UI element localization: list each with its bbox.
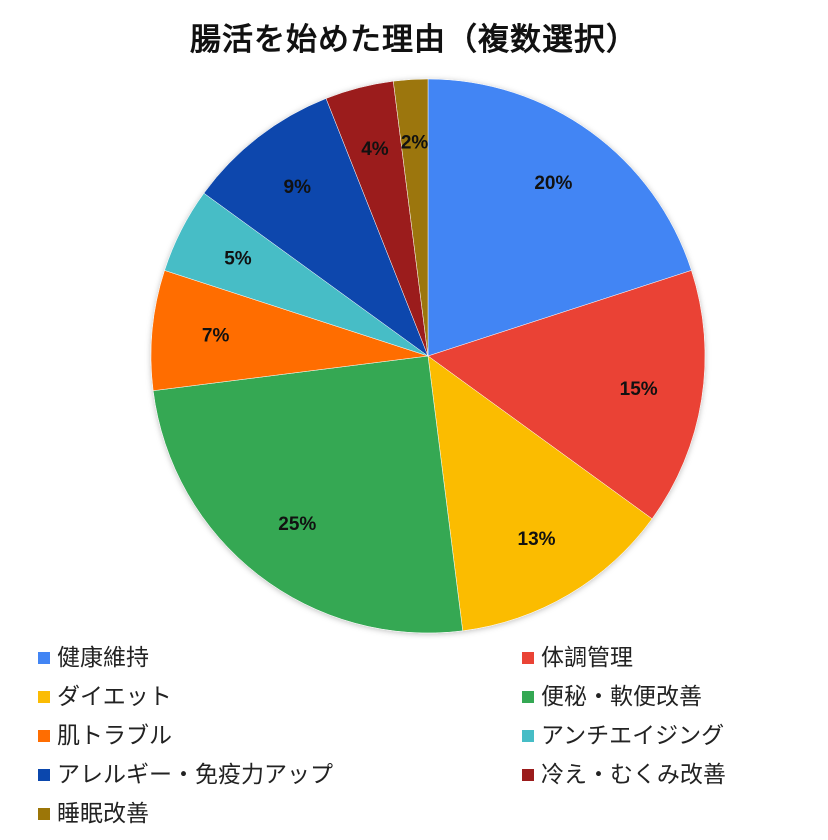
slice-data-label-5: 7% — [202, 325, 230, 346]
legend-label: 健康維持 — [57, 645, 149, 671]
legend-item-6: アンチエイジング — [522, 722, 724, 750]
legend-item-9: 睡眠改善 — [38, 800, 149, 828]
pie-slice-9 — [393, 78, 429, 357]
legend-swatch — [38, 652, 50, 664]
legend-swatch — [522, 652, 534, 664]
legend-item-3: ダイエット — [38, 683, 172, 711]
slice-data-label-7: 9% — [284, 177, 312, 198]
legend-label: 肌トラブル — [57, 723, 172, 749]
pie-slice-3 — [427, 355, 653, 632]
legend-swatch — [522, 730, 534, 742]
pie-slices — [150, 78, 706, 634]
legend-label: アレルギー・免疫力アップ — [57, 762, 333, 788]
legend-item-4: 便秘・軟便改善 — [522, 683, 702, 711]
legend-item-2: 体調管理 — [522, 644, 633, 672]
slice-data-label-1: 20% — [534, 173, 572, 194]
legend-item-1: 健康維持 — [38, 644, 149, 672]
slice-data-label-6: 5% — [224, 249, 252, 270]
legend-swatch — [38, 808, 50, 820]
slice-data-label-4: 25% — [278, 514, 316, 535]
pie-chart: 20% 15% 13% 25% 7% 5% 9% 4% 2% — [150, 78, 706, 634]
legend-swatch — [38, 730, 50, 742]
legend-swatch — [38, 769, 50, 781]
legend-swatch — [522, 769, 534, 781]
legend-label: 体調管理 — [541, 645, 633, 671]
legend-label: 便秘・軟便改善 — [541, 684, 702, 710]
legend-label: 冷え・むくみ改善 — [541, 762, 726, 788]
chart-legend: 健康維持 体調管理ダイエット 便秘・軟便改善肌トラブル アンチエイジングアレルギー・免… — [0, 640, 828, 840]
legend-label: ダイエット — [57, 684, 172, 710]
pie-slice-7 — [203, 98, 429, 357]
slice-data-label-9: 2% — [401, 133, 429, 154]
legend-item-5: 肌トラブル — [38, 722, 172, 750]
legend-item-8: 冷え・むくみ改善 — [522, 761, 726, 789]
slice-data-label-3: 13% — [518, 529, 556, 550]
legend-swatch — [522, 691, 534, 703]
pie-slice-5 — [150, 270, 429, 391]
chart-title: 腸活を始めた理由（複数選択） — [190, 22, 638, 58]
legend-item-7: アレルギー・免疫力アップ — [38, 761, 333, 789]
pie-slice-1 — [427, 78, 692, 357]
pie-slice-2 — [427, 270, 706, 520]
legend-label: アンチエイジング — [541, 723, 725, 749]
pie-data-labels: 20% 15% 13% 25% 7% 5% 9% 4% 2% — [202, 133, 658, 550]
slice-data-label-8: 4% — [361, 139, 389, 160]
pie-slice-4 — [152, 355, 463, 634]
legend-swatch — [38, 691, 50, 703]
slice-data-label-2: 15% — [620, 379, 658, 400]
legend-label: 睡眠改善 — [57, 801, 149, 827]
